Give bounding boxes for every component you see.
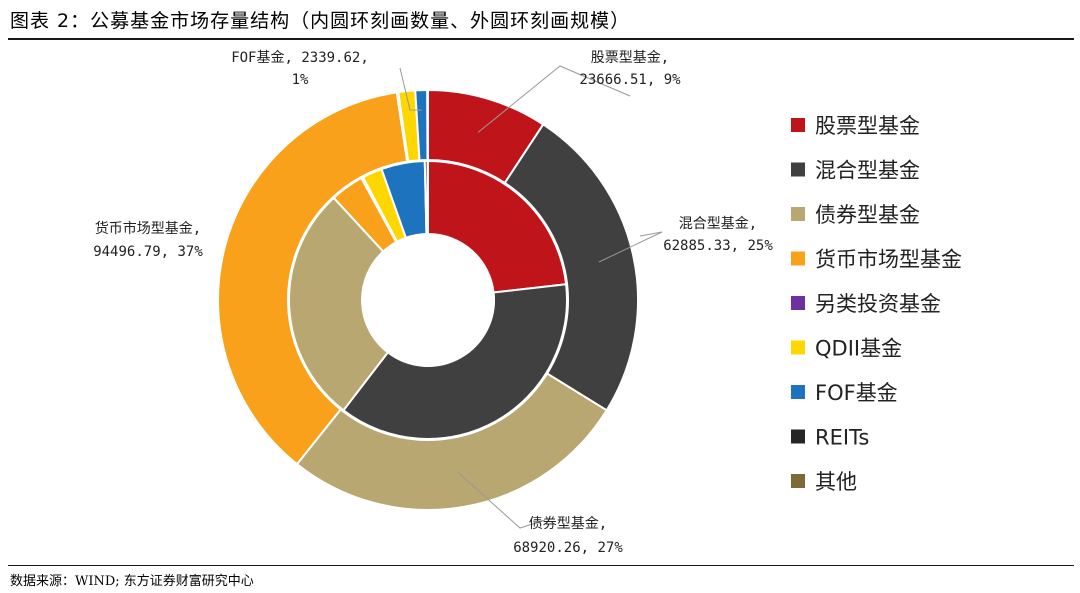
data-label-4-line1: FOF基金, 2339.62, — [231, 49, 369, 66]
legend-label-6: FOF基金 — [815, 381, 898, 405]
legend-label-8: 其他 — [815, 470, 857, 494]
data-label-0-line1: 股票型基金, — [591, 49, 669, 66]
legend-swatch-2 — [791, 207, 805, 221]
data-label-2-line1: 债券型基金, — [529, 515, 607, 532]
source-note: 数据来源：WIND; 东方证券财富研究中心 — [10, 574, 254, 589]
data-label-0-line2: 23666.51, 9% — [579, 72, 681, 88]
leader-line-2 — [457, 472, 546, 529]
legend-label-0: 股票型基金 — [815, 114, 920, 138]
legend-label-2: 债券型基金 — [815, 203, 920, 227]
legend-swatch-3 — [791, 251, 805, 266]
label-leader-lines — [399, 65, 663, 529]
data-label-2-line2: 68920.26, 27% — [513, 540, 623, 556]
legend-swatch-0 — [791, 118, 805, 132]
legend-label-7: REITs — [815, 426, 869, 450]
title-rule — [8, 38, 1074, 40]
outer-ring — [217, 88, 639, 511]
leader-line-0 — [477, 65, 631, 133]
legend-label-3: 货币市场型基金 — [815, 248, 962, 272]
legend-swatch-4 — [791, 296, 805, 310]
leader-line-4 — [399, 67, 422, 111]
inner-ring — [288, 159, 568, 440]
data-label-4-line2: 1% — [292, 72, 309, 88]
legend-swatch-6 — [791, 385, 805, 399]
data-label-1-line2: 62885.33, 25% — [663, 238, 773, 254]
data-label-1-line1: 混合型基金, — [679, 215, 757, 232]
legend-swatch-7 — [791, 429, 805, 444]
legend-label-5: QDII基金 — [815, 337, 902, 361]
inner-slice-0 — [427, 159, 568, 294]
data-label-3-line1: 货币市场型基金, — [95, 220, 201, 237]
legend-label-4: 另类投资基金 — [815, 292, 941, 316]
leader-line-1 — [598, 231, 663, 263]
source-rule — [8, 565, 1074, 566]
inner-slice-2 — [288, 196, 390, 412]
data-labels: 股票型基金, 23666.51, 9% 混合型基金, 62885.33, 25% 债券型… — [93, 49, 773, 556]
legend-swatch-5 — [791, 340, 805, 355]
figure-title: 图表 2：公募基金市场存量结构（内圆环刻画数量、外圆环刻画规模） — [10, 10, 631, 32]
legend-swatch-1 — [791, 162, 805, 177]
data-label-3-line2: 94496.79, 37% — [93, 244, 203, 260]
legend-swatch-8 — [791, 474, 805, 488]
legend-label-1: 混合型基金 — [815, 159, 920, 183]
inner-slice-1 — [342, 283, 568, 440]
